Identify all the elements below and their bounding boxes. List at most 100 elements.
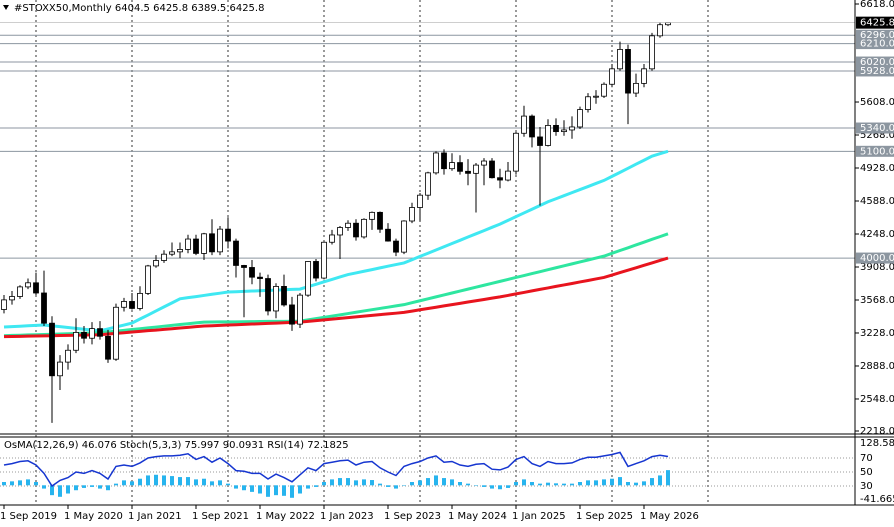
candle-body bbox=[369, 211, 375, 220]
candle-body bbox=[553, 125, 559, 133]
osma-bar bbox=[34, 482, 38, 486]
candle-body bbox=[385, 228, 391, 242]
candle-body bbox=[41, 292, 47, 324]
candle-body bbox=[649, 35, 655, 70]
candle-body bbox=[577, 109, 583, 128]
osma-bar bbox=[498, 485, 502, 490]
candle-body bbox=[33, 282, 39, 294]
osma-bar bbox=[658, 475, 662, 486]
osma-bar bbox=[74, 485, 78, 491]
candle-body bbox=[81, 332, 87, 339]
x-tick-label: 1 Sep 2025 bbox=[576, 511, 633, 522]
osma-bar bbox=[578, 482, 582, 486]
indicator-pane: 30 50 70 -41.665 128.582 bbox=[0, 438, 894, 505]
candle-body bbox=[625, 49, 631, 94]
osma-bar bbox=[546, 482, 550, 486]
level-tag bbox=[856, 29, 894, 41]
candle-body bbox=[433, 152, 439, 174]
osma-bar bbox=[186, 477, 190, 486]
x-tick-label: 1 Sep 2021 bbox=[192, 511, 249, 522]
level-tag bbox=[856, 145, 894, 157]
candle-body bbox=[121, 301, 127, 308]
candle-body bbox=[233, 240, 239, 266]
candle-body bbox=[289, 304, 295, 325]
osma-bar bbox=[90, 485, 94, 487]
candle-body bbox=[417, 194, 423, 208]
candle-body bbox=[457, 162, 463, 172]
candle-body bbox=[593, 95, 599, 98]
candle-body bbox=[569, 126, 575, 131]
osma-bar bbox=[634, 482, 638, 486]
x-tick-label: 1 Jan 2023 bbox=[320, 511, 374, 522]
candle-body bbox=[353, 222, 359, 238]
osma-bar bbox=[170, 476, 174, 486]
candle-body bbox=[17, 286, 23, 297]
osma-bar bbox=[266, 485, 270, 497]
candle-body bbox=[273, 286, 279, 312]
candle-body bbox=[1, 299, 7, 310]
level-tag bbox=[856, 56, 894, 68]
osma-bar bbox=[162, 475, 166, 486]
candle-body bbox=[25, 282, 31, 288]
osma-bar bbox=[330, 479, 334, 486]
candle-body bbox=[313, 261, 319, 279]
y-tick-label: 128.582 bbox=[860, 438, 894, 449]
osma-bar bbox=[2, 482, 6, 486]
y-tick-label: 5268.0 bbox=[860, 130, 894, 141]
osma-bar bbox=[378, 483, 382, 486]
osma-bar bbox=[642, 481, 646, 486]
candle-body bbox=[585, 96, 591, 110]
x-tick-label: 1 May 2024 bbox=[448, 511, 507, 522]
y-tick-label: 3228.0 bbox=[860, 328, 894, 339]
y-tick-label: -41.665 bbox=[860, 494, 894, 505]
osma-bar bbox=[210, 481, 214, 486]
x-tick-label: 1 Jan 2025 bbox=[512, 511, 566, 522]
y-tick-label: 4588.0 bbox=[860, 196, 894, 207]
y-tick-label: 2548.0 bbox=[860, 394, 894, 405]
candle-body bbox=[145, 265, 151, 294]
osma-bar bbox=[458, 482, 462, 486]
candle-body bbox=[449, 162, 455, 170]
osma-bar bbox=[50, 485, 54, 496]
candle-body bbox=[137, 292, 143, 309]
y-tick-label: 6618.0 bbox=[860, 0, 894, 10]
y-tick-label: 4928.0 bbox=[860, 163, 894, 174]
osma-bar bbox=[346, 478, 350, 486]
x-tick-label: 1 May 2022 bbox=[256, 511, 315, 522]
osma-bar bbox=[42, 485, 46, 489]
osma-bar bbox=[394, 485, 398, 489]
candle-body bbox=[9, 296, 15, 301]
y-tick-label: 5608.0 bbox=[860, 97, 894, 108]
candle-body bbox=[49, 322, 55, 377]
osma-bar bbox=[434, 475, 438, 486]
candle-body bbox=[537, 136, 543, 146]
x-tick-label: 1 Jan 2021 bbox=[128, 511, 182, 522]
candle-body bbox=[361, 218, 367, 238]
candle-body bbox=[169, 251, 175, 255]
level-tag bbox=[856, 38, 894, 50]
candle-body bbox=[201, 233, 207, 254]
level-tag bbox=[856, 252, 894, 264]
osma-bar bbox=[618, 477, 622, 486]
y-tick-label: 4248.0 bbox=[860, 229, 894, 240]
candle-body bbox=[521, 115, 527, 134]
osma-bar bbox=[306, 485, 310, 489]
osma-bar bbox=[218, 480, 222, 486]
osma-bar bbox=[506, 485, 510, 488]
menu-arrow[interactable] bbox=[3, 5, 9, 10]
osma-bar bbox=[410, 482, 414, 486]
osma-bar bbox=[450, 479, 454, 486]
osma-bar bbox=[26, 479, 30, 486]
y-tick-label: 2218.0 bbox=[860, 426, 894, 437]
osma-bar bbox=[242, 485, 246, 491]
candle-body bbox=[305, 261, 311, 296]
chart-title: #STOXX50,Monthly 6404.5 6425.8 6389.5 64… bbox=[14, 3, 264, 14]
candle-body bbox=[209, 233, 215, 253]
candle-body bbox=[217, 228, 223, 253]
osma-bar bbox=[482, 485, 486, 487]
candle-body bbox=[617, 49, 623, 70]
osma-bar bbox=[570, 483, 574, 486]
level-label: 6296.0 bbox=[860, 30, 894, 41]
candle-body bbox=[281, 286, 287, 306]
